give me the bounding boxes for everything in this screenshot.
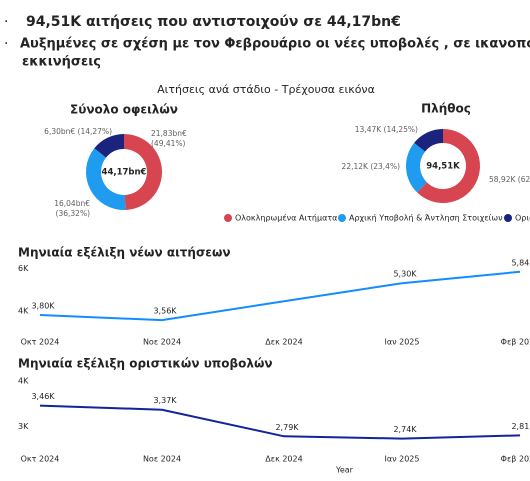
donut-segment: [417, 129, 480, 204]
donut-label: 58,92K (62,34%): [489, 175, 530, 184]
line-series: [39, 404, 521, 440]
donut-label: 22,12K (23,4%): [341, 162, 400, 171]
donut-label: 13,47K (14,25%): [354, 125, 418, 134]
donut-segment: [124, 134, 162, 210]
data-label: 2,81K: [511, 422, 530, 431]
x-tick-label: Φεβ 2025: [501, 338, 530, 347]
line-series: [39, 270, 521, 322]
chart-title: Πλήθος: [421, 102, 471, 116]
y-tick-label: 4K: [18, 306, 29, 315]
x-tick-label: Νοε 2024: [143, 455, 181, 464]
section-title: Αιτήσεις ανά στάδιο - Τρέχουσα εικόνα: [157, 83, 375, 96]
data-label: 3,80K: [31, 302, 55, 311]
data-label: 5,84K: [511, 258, 530, 267]
donut-center-label: 94,51K: [426, 162, 460, 172]
donut-label: 21,83bn€ (49,41%): [151, 129, 187, 148]
x-tick-label: Οκτ 2024: [21, 455, 60, 464]
data-label: 3,37K: [153, 396, 177, 405]
x-tick-label: Δεκ 2024: [265, 338, 302, 347]
donut-center-label: 44,17bn€: [102, 168, 147, 178]
legend-swatch: [504, 214, 512, 222]
x-tick-label: Δεκ 2024: [265, 455, 302, 464]
x-tick-label: Ιαν 2025: [384, 338, 419, 347]
x-tick-label: Φεβ 2025: [501, 455, 530, 464]
legend-swatch: [338, 214, 346, 222]
y-tick-label: 6K: [18, 264, 29, 273]
bullet-text: 94,51K αιτήσεις που αντιστοιχούν σε 44,1…: [26, 14, 401, 30]
donut-segment: [406, 142, 427, 193]
donut-segment: [86, 148, 126, 210]
y-tick-label: 3K: [18, 422, 29, 431]
donut-segment: [414, 129, 443, 152]
legend-label: Αρχική Υποβολή & Άντληση Στοιχείων: [349, 214, 503, 223]
bullet-text: Αυξημένες σε σχέση με τον Φεβρουάριο οι …: [20, 37, 530, 52]
data-label: 2,74K: [393, 425, 417, 434]
chart-title: Μηνιαία εξέλιξη νέων αιτήσεων: [18, 246, 231, 260]
bullet-dot: ·: [4, 14, 8, 30]
data-label: 5,30K: [393, 270, 417, 279]
x-axis-label: Year: [335, 466, 354, 475]
data-label: 3,56K: [153, 307, 177, 316]
legend-swatch: [224, 214, 232, 222]
x-tick-label: Νοε 2024: [143, 338, 181, 347]
legend-label: Οριστική Υποβολή: [515, 214, 530, 223]
bullet-text: εκκινήσεις: [22, 55, 101, 70]
data-label: 2,79K: [275, 423, 299, 432]
y-tick-label: 4K: [18, 376, 29, 385]
donut-label: 6,30bn€ (14,27%): [44, 127, 112, 136]
x-tick-label: Οκτ 2024: [21, 338, 60, 347]
chart-title: Μηνιαία εξέλιξη οριστικών υποβολών: [18, 357, 273, 371]
data-label: 3,46K: [31, 392, 55, 401]
x-tick-label: Ιαν 2025: [384, 455, 419, 464]
bullet-dot: ·: [4, 36, 8, 52]
donut-segment: [94, 134, 124, 158]
legend-label: Ολοκληρωμένα Αιτήματα: [235, 213, 337, 223]
donut-label: 16,04bn€ (36,32%): [54, 199, 90, 218]
chart-title: Σύνολο οφειλών: [70, 103, 178, 117]
